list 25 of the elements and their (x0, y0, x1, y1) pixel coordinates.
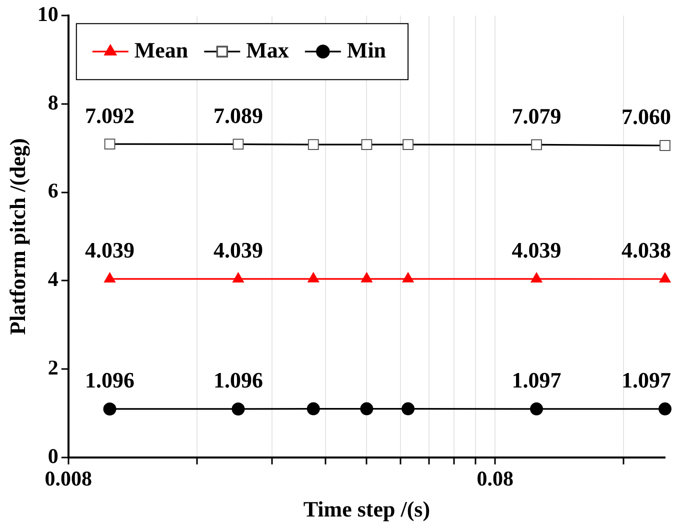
x-axis-title: Time step /(s) (303, 496, 430, 522)
data-label: 1.097 (512, 368, 562, 393)
data-label: 4.038 (622, 238, 671, 263)
data-label: 1.097 (622, 368, 671, 393)
data-label: 1.096 (213, 368, 263, 393)
legend-label: Max (246, 37, 289, 62)
data-label: 4.039 (85, 238, 135, 263)
data-label: 1.096 (85, 368, 135, 393)
y-tick-label: 4 (48, 267, 59, 292)
y-tick-label: 0 (48, 444, 58, 468)
legend-label: Min (346, 37, 386, 62)
data-label: 7.092 (85, 102, 135, 128)
data-label: 7.089 (213, 102, 263, 128)
y-tick-label: 2 (48, 355, 58, 380)
legend-label: Mean (134, 37, 188, 62)
data-label: 7.060 (622, 104, 671, 130)
y-tick-label: 6 (48, 178, 58, 203)
data-label: 7.079 (512, 103, 562, 128)
x-tick-label: 0.08 (476, 466, 514, 490)
y-tick-label: 8 (48, 90, 58, 114)
y-tick-label: 10 (37, 2, 58, 26)
data-label: 4.039 (512, 238, 562, 263)
data-label: 4.039 (213, 238, 263, 263)
y-axis-title: Platform pitch /(deg) (4, 138, 30, 335)
x-tick-label: 0.008 (44, 466, 92, 490)
